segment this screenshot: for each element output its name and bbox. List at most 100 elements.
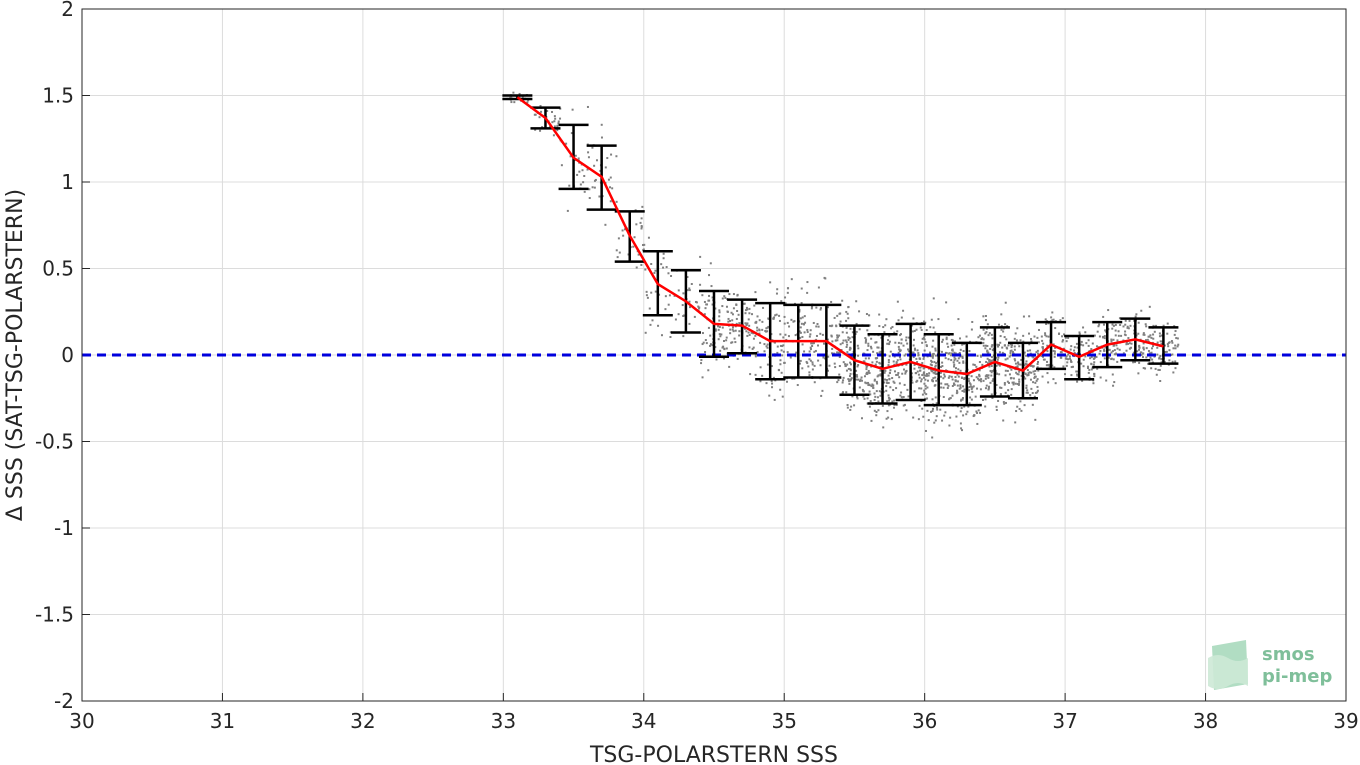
scatter-point [794, 334, 797, 337]
scatter-point [1084, 355, 1087, 358]
scatter-point [766, 343, 769, 346]
scatter-point [648, 307, 651, 310]
scatter-point [701, 294, 704, 297]
scatter-point [995, 364, 998, 367]
scatter-point [986, 323, 989, 326]
scatter-point [618, 251, 621, 254]
scatter-point [766, 363, 769, 366]
scatter-point [792, 320, 795, 323]
scatter-point [897, 345, 900, 348]
scatter-point [1124, 330, 1127, 333]
scatter-point [982, 379, 985, 382]
scatter-point [990, 345, 993, 348]
scatter-point [667, 272, 670, 275]
scatter-point [860, 376, 863, 379]
scatter-point [718, 333, 721, 336]
scatter-point [616, 256, 619, 259]
scatter-point [548, 125, 551, 128]
scatter-point [982, 344, 985, 347]
scatter-point [1168, 349, 1171, 352]
scatter-point [961, 356, 964, 359]
scatter-point [640, 225, 643, 228]
scatter-point [889, 386, 892, 389]
scatter-point [746, 334, 749, 337]
scatter-point [1175, 337, 1178, 340]
scatter-point [790, 278, 793, 281]
scatter-point [738, 322, 741, 325]
scatter-point [935, 362, 938, 365]
scatter-point [978, 375, 981, 378]
scatter-point [913, 348, 916, 351]
scatter-point [1159, 380, 1162, 383]
scatter-point [977, 336, 980, 339]
scatter-point [1045, 364, 1048, 367]
scatter-point [962, 414, 965, 417]
scatter-point [836, 351, 839, 354]
scatter-point [864, 381, 867, 384]
scatter-point [924, 341, 927, 344]
scatter-point [836, 334, 839, 337]
scatter-point [826, 369, 829, 372]
scatter-point [588, 197, 591, 200]
scatter-point [847, 317, 850, 320]
scatter-point [943, 373, 946, 376]
scatter-point [527, 99, 530, 102]
scatter-point [944, 357, 947, 360]
scatter-point [970, 398, 973, 401]
scatter-point [1052, 349, 1055, 352]
plot-frame [81, 8, 1347, 702]
smos-pi-mep-logo: smos pi-mep [1208, 640, 1332, 690]
scatter-point [780, 349, 783, 352]
scatter-point [950, 359, 953, 362]
scatter-point [836, 381, 839, 384]
scatter-point [800, 322, 803, 325]
scatter-point [819, 364, 822, 367]
scatter-point [1070, 374, 1073, 377]
scatter-point [1159, 354, 1162, 357]
scatter-point [1152, 333, 1155, 336]
scatter-point [1093, 375, 1096, 378]
scatter-point [701, 343, 704, 346]
x-tick-label: 31 [210, 709, 235, 733]
scatter-point [1029, 349, 1032, 352]
scatter-point [869, 345, 872, 348]
scatter-point [1160, 334, 1163, 337]
scatter-point [926, 397, 929, 400]
scatter-point [759, 341, 762, 344]
scatter-point [932, 371, 935, 374]
scatter-point [846, 351, 849, 354]
scatter-point [662, 257, 665, 260]
scatter-point [879, 350, 882, 353]
y-tick-labels: -2-1.5-1-0.500.511.52 [35, 0, 74, 713]
scatter-point [1099, 349, 1102, 352]
scatter-point [1110, 340, 1113, 343]
scatter-point [599, 169, 602, 172]
scatter-point [867, 334, 870, 337]
scatter-point [846, 403, 849, 406]
scatter-point [868, 372, 871, 375]
scatter-point [953, 365, 956, 368]
scatter-point [887, 404, 890, 407]
x-tick-label: 36 [912, 709, 937, 733]
scatter-point [707, 299, 710, 302]
scatter-point [640, 217, 643, 220]
scatter-point [754, 334, 757, 337]
scatter-point [808, 335, 811, 338]
scatter-point [789, 356, 792, 359]
scatter-point [1151, 358, 1154, 361]
scatter-point [960, 376, 963, 379]
scatter-point [809, 348, 812, 351]
scatter-point [576, 173, 579, 176]
scatter-point [968, 350, 971, 353]
scatter-point [868, 384, 871, 387]
scatter-point [948, 352, 951, 355]
scatter-point [704, 350, 707, 353]
x-tick-label: 30 [69, 709, 94, 733]
scatter-point [968, 380, 971, 383]
scatter-point [803, 331, 806, 334]
scatter-point [988, 359, 991, 362]
scatter-point [930, 369, 933, 372]
scatter-point [912, 416, 915, 419]
scatter-point [821, 389, 824, 392]
scatter-point [553, 120, 556, 123]
